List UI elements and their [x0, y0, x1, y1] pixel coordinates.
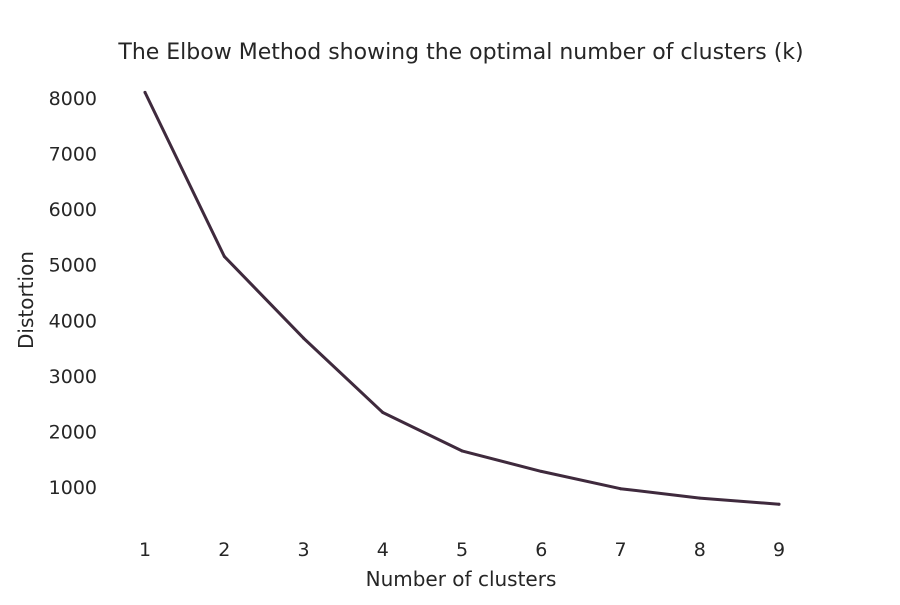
data-point: [460, 449, 464, 453]
data-point: [777, 502, 781, 506]
x-tick-labels: 1 2 3 4 5 6 7 8 9: [139, 539, 785, 561]
x-tick-label: 9: [773, 539, 785, 561]
y-tick-label: 4000: [49, 310, 97, 332]
x-tick-label: 4: [377, 539, 389, 561]
x-tick-label: 1: [139, 539, 151, 561]
y-axis-label: Distortion: [14, 251, 38, 349]
data-point: [698, 496, 702, 500]
data-point: [619, 487, 622, 491]
y-tick-label: 7000: [49, 144, 97, 166]
x-tick-label: 7: [614, 539, 626, 561]
y-tick-label: 2000: [49, 421, 97, 443]
y-tick-labels: 1000 2000 3000 4000 5000 6000 7000 8000: [49, 88, 97, 499]
data-point: [381, 411, 385, 414]
y-tick-label: 5000: [49, 255, 97, 277]
data-point: [143, 90, 147, 94]
x-tick-label: 8: [694, 539, 706, 561]
x-axis-label: Number of clusters: [366, 567, 557, 591]
series-line: [143, 90, 781, 506]
x-tick-label: 6: [535, 539, 547, 561]
y-tick-label: 3000: [49, 366, 97, 388]
data-point: [222, 254, 226, 258]
x-tick-label: 5: [456, 539, 468, 561]
y-tick-label: 1000: [49, 477, 97, 499]
data-point: [302, 336, 305, 340]
series-layer: [143, 90, 781, 506]
y-tick-label: 8000: [49, 88, 97, 110]
data-point: [539, 469, 543, 473]
y-tick-label: 6000: [49, 199, 97, 221]
x-tick-label: 3: [297, 539, 309, 561]
chart-title: The Elbow Method showing the optimal num…: [117, 40, 803, 65]
x-tick-label: 2: [218, 539, 230, 561]
